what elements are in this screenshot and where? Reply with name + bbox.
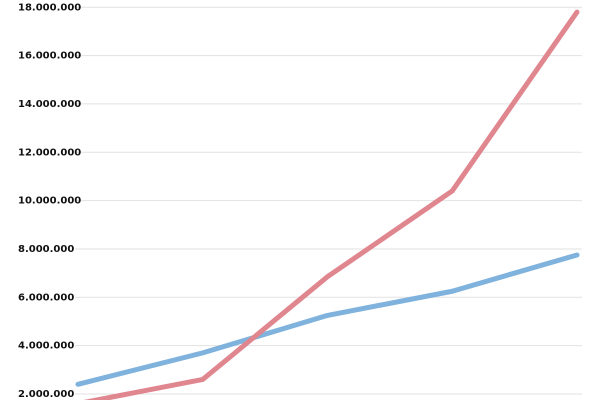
y-tick-label: 2.000.000 [18, 389, 74, 400]
y-tick-label: 8.000.000 [18, 244, 74, 255]
y-tick-label: 4.000.000 [18, 341, 74, 352]
y-tick-label: 16.000.000 [18, 51, 81, 62]
y-tick-label: 10.000.000 [18, 196, 81, 207]
y-tick-label: 14.000.000 [18, 99, 81, 110]
y-tick-label: 12.000.000 [18, 147, 81, 158]
series-line [75, 252, 580, 387]
y-tick-label: 6.000.000 [18, 292, 74, 303]
y-tick-label: 18.000.000 [18, 2, 81, 13]
series-line [83, 9, 580, 400]
